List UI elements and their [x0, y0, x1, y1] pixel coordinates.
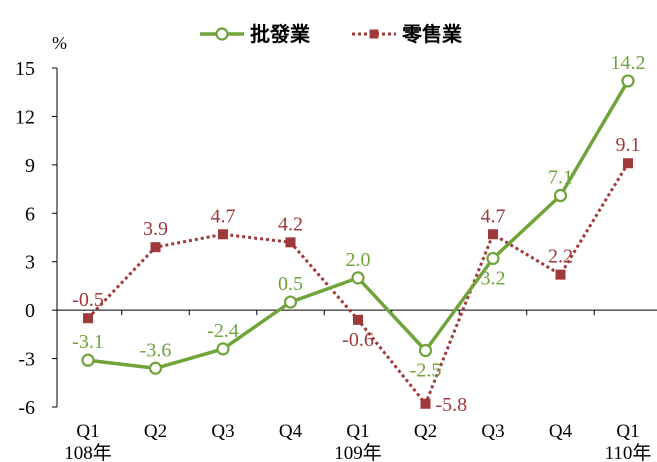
data-label: 4.2 [278, 213, 303, 235]
data-point-marker [488, 253, 499, 264]
y-tick-label: 3 [25, 252, 35, 274]
data-label: 0.5 [278, 273, 303, 295]
data-label: 9.1 [616, 134, 641, 156]
x-tick-label: Q3 [481, 421, 504, 442]
data-label: -0.5 [72, 289, 104, 311]
legend-swatch-marker [217, 29, 228, 40]
data-label: -0.6 [342, 329, 374, 351]
x-tick-label: Q1 [616, 421, 639, 442]
data-point-marker [219, 230, 228, 239]
data-point-marker [151, 243, 160, 252]
data-point-marker [555, 190, 566, 201]
x-year-label: 109年 [334, 442, 382, 462]
y-axis-unit-label: % [52, 33, 67, 53]
data-label: 4.7 [211, 205, 236, 227]
data-label: 3.9 [143, 218, 168, 240]
data-point-marker [489, 230, 498, 239]
data-label: 14.2 [611, 52, 646, 74]
series-line [88, 81, 628, 368]
data-point-marker [556, 270, 565, 279]
x-tick-label: Q4 [279, 421, 303, 442]
data-point-marker [84, 314, 93, 323]
legend-swatch-marker [370, 30, 379, 39]
y-tick-label: 9 [25, 155, 35, 177]
x-tick-label: Q1 [76, 421, 99, 442]
data-label: -5.8 [436, 394, 468, 416]
data-label: 2.2 [548, 246, 573, 268]
x-tick-label: Q2 [144, 421, 167, 442]
data-label: -2.4 [207, 320, 239, 342]
y-tick-label: 6 [25, 203, 35, 225]
data-point-marker [421, 399, 430, 408]
y-tick-label: -3 [18, 349, 35, 371]
x-tick-label: Q1 [346, 421, 369, 442]
y-tick-label: 12 [15, 106, 35, 128]
data-label: 7.1 [548, 167, 573, 189]
x-tick-label: Q2 [414, 421, 437, 442]
y-tick-label: 15 [15, 58, 35, 80]
data-point-marker [624, 159, 633, 168]
x-year-label: 108年 [64, 442, 112, 462]
data-point-marker [420, 345, 431, 356]
x-tick-label: Q3 [211, 421, 234, 442]
data-label: -3.1 [72, 331, 104, 353]
data-point-marker [285, 297, 296, 308]
legend-label: 批發業 [250, 22, 311, 46]
x-tick-label: Q4 [549, 421, 573, 442]
data-point-marker [623, 75, 634, 86]
legend-item: 零售業 [352, 22, 463, 46]
data-label: 3.2 [481, 267, 506, 289]
data-point-marker [83, 355, 94, 366]
data-label: 2.0 [346, 249, 371, 271]
legend: 批發業 零售業 [200, 22, 463, 46]
data-point-marker [354, 315, 363, 324]
legend-label: 零售業 [401, 22, 463, 46]
data-label: -2.5 [410, 360, 442, 382]
data-point-marker [353, 272, 364, 283]
y-tick-label: 0 [25, 300, 35, 322]
x-year-label: 110年 [605, 442, 652, 462]
data-label: 4.7 [481, 205, 506, 227]
data-point-marker [286, 238, 295, 247]
legend-item: 批發業 [200, 22, 311, 46]
y-tick-label: -6 [18, 397, 35, 419]
data-label: -3.6 [140, 339, 172, 361]
data-labels-layer: -0.5 3.9 4.7 4.2 -0.6 -5.8 4.7 2.2 9.1 -3.1 -3.6 -2… [72, 52, 645, 416]
data-point-marker [150, 363, 161, 374]
data-point-marker [218, 343, 229, 354]
